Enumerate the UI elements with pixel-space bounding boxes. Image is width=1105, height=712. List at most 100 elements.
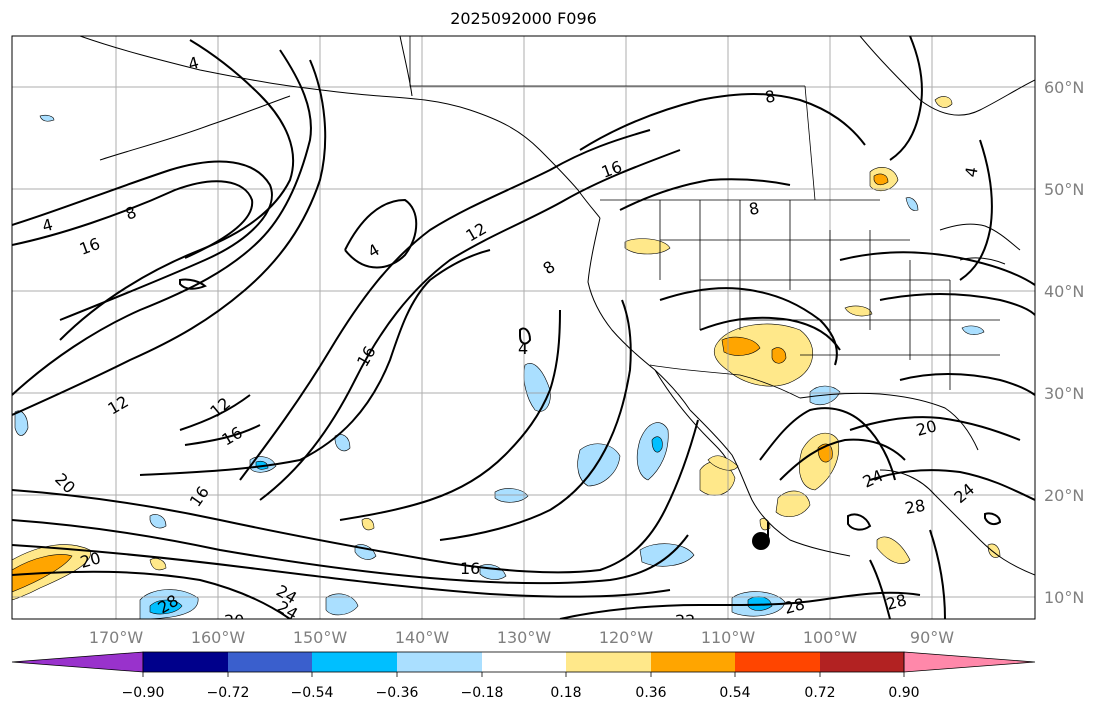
lon-label: 130°W <box>497 628 552 647</box>
contour-line <box>699 316 841 351</box>
colorbar-tick: −0.90 <box>122 685 165 701</box>
contour-line <box>779 438 906 481</box>
storm-center-marker <box>752 522 770 550</box>
contour-label: 16 <box>460 559 480 578</box>
lon-label: 170°W <box>89 628 144 647</box>
lon-label: 140°W <box>395 628 450 647</box>
colorbar-swatch <box>482 652 566 672</box>
contour-line <box>847 513 872 531</box>
lon-label: 90°W <box>910 628 954 647</box>
contour-line <box>899 373 1035 396</box>
colorbar-swatch <box>228 652 312 672</box>
lon-label: 150°W <box>293 628 348 647</box>
colorbar-tick: −0.72 <box>207 685 250 701</box>
contour-line <box>579 93 866 151</box>
us-mexico-border <box>649 364 801 399</box>
contour-label: 4 <box>518 339 528 358</box>
contour-label: 20 <box>914 416 939 440</box>
contour-line <box>849 416 1021 441</box>
lat-label: 40°N <box>1044 282 1084 301</box>
contour-line <box>12 519 689 585</box>
contour-line <box>239 129 651 481</box>
lon-label: 110°W <box>701 628 756 647</box>
contour-label: 4 <box>961 165 981 178</box>
colorbar-tick: 0.18 <box>550 685 581 701</box>
contour-label: 20 <box>224 611 244 630</box>
contour-line <box>879 293 1035 316</box>
lat-label: 60°N <box>1044 78 1084 97</box>
contour-line <box>869 469 1035 501</box>
cool-anomaly-east-pacific <box>636 422 669 481</box>
contour-line <box>929 529 946 619</box>
contour-label: 4 <box>186 53 201 74</box>
lat-label: 10°N <box>1044 588 1084 607</box>
colorbar: −0.90 −0.72 −0.54 −0.36 −0.18 0.18 0.36 … <box>11 651 1036 701</box>
contour-label: 4 <box>40 215 55 236</box>
contour-line <box>12 570 291 619</box>
lat-label: 20°N <box>1044 486 1084 505</box>
political-borders <box>409 36 1000 399</box>
colorbar-tick: 0.72 <box>804 685 835 701</box>
colorbar-tick: 0.54 <box>719 685 750 701</box>
colorbar-swatch <box>651 652 735 672</box>
colorbar-tick: −0.18 <box>461 685 504 701</box>
colorbar-swatch <box>566 652 651 672</box>
contour-line <box>984 512 1002 526</box>
contour-line <box>559 591 921 619</box>
anomaly-fills <box>12 96 1001 619</box>
colorbar-swatch-over <box>903 651 1036 673</box>
contour-line <box>12 59 327 416</box>
contour-label: 24 <box>274 597 301 624</box>
map-title: 2025092000 F096 <box>450 9 597 28</box>
contours <box>12 36 1035 619</box>
contour-line <box>889 36 923 161</box>
lon-label: 120°W <box>599 628 654 647</box>
contour-line <box>439 299 632 541</box>
contour-line <box>619 178 791 211</box>
contour-line <box>344 198 418 269</box>
contour-line <box>519 327 532 345</box>
colorbar-swatch-under <box>11 651 144 673</box>
contour-label: 28 <box>903 496 926 518</box>
contour-line <box>179 278 207 290</box>
warm-anomaly-core <box>721 336 761 356</box>
contour-line <box>59 39 295 341</box>
coastlines <box>79 36 1035 576</box>
contour-line <box>12 419 699 574</box>
us-west-coast <box>587 217 691 411</box>
longitude-labels: 170°W 160°W 150°W 140°W 130°W 120°W 110°… <box>89 628 954 647</box>
contour-label: 28 <box>884 590 909 614</box>
contour-line <box>12 180 254 259</box>
contour-line <box>759 407 896 481</box>
map-frame <box>11 35 1036 620</box>
contour-line <box>959 139 993 281</box>
contour-label: 20 <box>78 548 103 572</box>
contour-line <box>339 309 561 521</box>
contour-line <box>12 160 273 321</box>
contour-line <box>259 149 681 501</box>
contour-line <box>12 49 312 396</box>
colorbar-tick: −0.54 <box>291 685 334 701</box>
contour-line <box>869 559 891 619</box>
colorbar-swatch <box>397 652 482 672</box>
contour-line <box>139 249 491 476</box>
contour-line <box>659 287 838 366</box>
lon-label: 160°W <box>191 628 246 647</box>
contour-line <box>839 251 1035 286</box>
contour-label: 22 <box>675 611 695 630</box>
colorbar-tick: 0.36 <box>635 685 666 701</box>
contour-label: 28 <box>782 594 807 618</box>
contour-line <box>179 394 261 446</box>
contour-line <box>12 544 671 598</box>
lon-label: 100°W <box>803 628 858 647</box>
colorbar-tick: 0.90 <box>888 685 919 701</box>
lat-label: 30°N <box>1044 384 1084 403</box>
baja-california <box>654 369 727 459</box>
contour-label: 8 <box>747 198 760 218</box>
colorbar-swatch <box>735 652 820 672</box>
gulf-coast <box>799 392 979 451</box>
colorbar-swatch <box>312 652 397 672</box>
latitude-labels: 60°N 50°N 40°N 30°N 20°N 10°N <box>1044 78 1084 607</box>
lat-label: 50°N <box>1044 180 1084 199</box>
